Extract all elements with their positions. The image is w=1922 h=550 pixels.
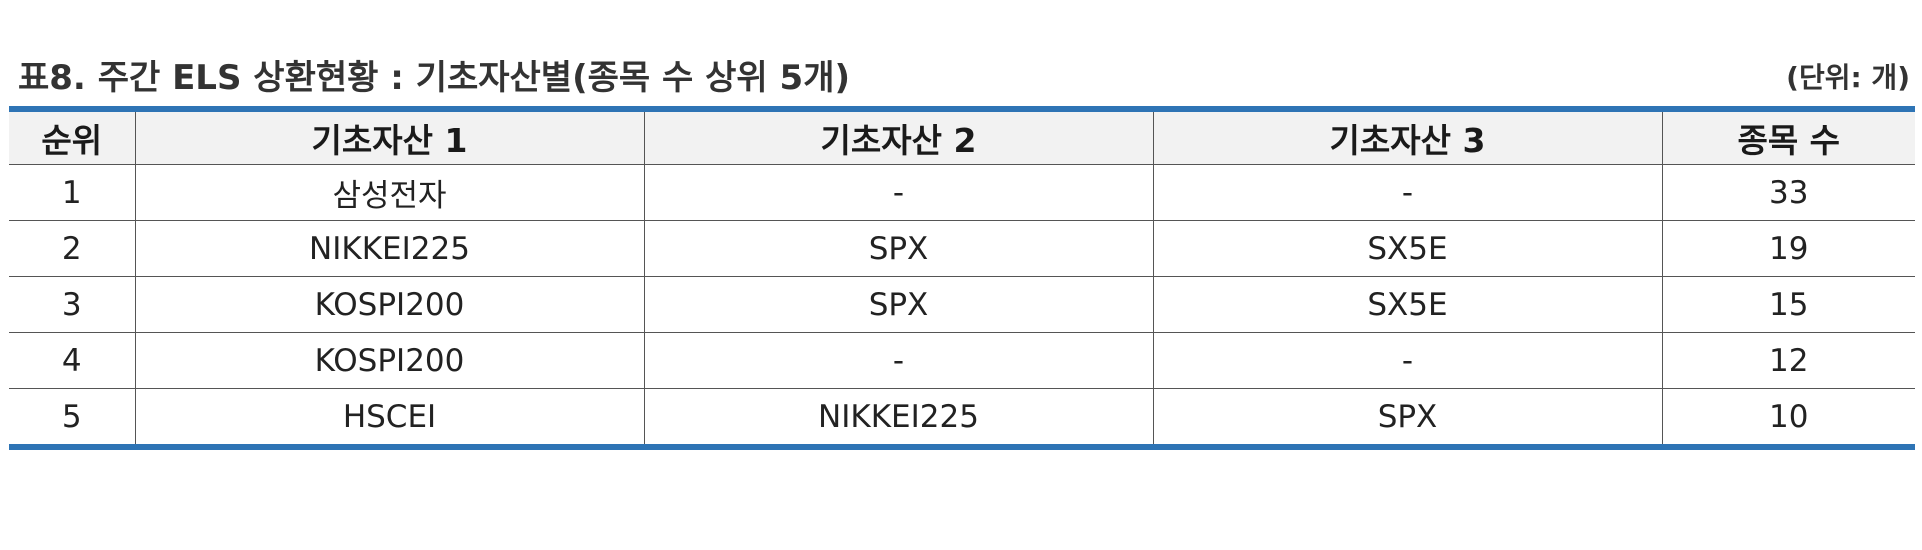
column-header-rank: 순위 xyxy=(9,109,135,165)
cell-asset-3: - xyxy=(1152,164,1662,221)
table-row: 1 삼성전자 - - 33 xyxy=(9,164,1915,221)
cell-asset-1: 삼성전자 xyxy=(134,164,644,221)
cell-asset-1: KOSPI200 xyxy=(134,276,644,333)
table-row: 3 KOSPI200 SPX SX5E 15 xyxy=(9,276,1915,333)
cell-rank: 2 xyxy=(9,220,135,277)
cell-asset-2: - xyxy=(643,332,1153,389)
cell-count: 12 xyxy=(1661,332,1915,389)
table-row: 2 NIKKEI225 SPX SX5E 19 xyxy=(9,220,1915,277)
cell-rank: 5 xyxy=(61,398,82,435)
table-container: 순위 기초자산 1 기초자산 2 기초자산 3 종목 수 1 삼성전자 - - … xyxy=(9,106,1915,450)
cell-asset-2: - xyxy=(643,164,1153,221)
cell-asset-3: SX5E xyxy=(1152,276,1662,333)
cell-asset-1: HSCEI xyxy=(134,388,644,447)
title-row: 표8. 주간 ELS 상환현황 : 기초자산별(종목 수 상위 5개) (단위:… xyxy=(18,52,1910,104)
cell-rank: 1 xyxy=(9,164,135,221)
column-header-asset-3: 기초자산 3 xyxy=(1152,109,1662,165)
els-redemption-table: 순위 기초자산 1 기초자산 2 기초자산 3 종목 수 1 삼성전자 - - … xyxy=(9,106,1915,450)
cell-asset-3: - xyxy=(1152,332,1662,389)
cell-count: 33 xyxy=(1661,164,1915,221)
cell-asset-1: NIKKEI225 xyxy=(134,220,644,277)
cell-asset-1: KOSPI200 xyxy=(134,332,644,389)
cell-rank: 4 xyxy=(9,332,135,389)
cell-asset-2: SPX xyxy=(643,220,1153,277)
table-row: 5 HSCEI NIKKEI225 SPX 10 xyxy=(9,388,1915,447)
header-row: 순위 기초자산 1 기초자산 2 기초자산 3 종목 수 xyxy=(9,109,1915,165)
cell-count: 15 xyxy=(1661,276,1915,333)
cell-asset-3: SPX xyxy=(1152,388,1662,447)
table-row: 4 KOSPI200 - - 12 xyxy=(9,332,1915,389)
unit-label: (단위: 개) xyxy=(1786,61,1910,94)
cell-asset-2: NIKKEI225 xyxy=(643,388,1153,447)
column-header-count: 종목 수 xyxy=(1661,109,1915,165)
cell-asset-3: SX5E xyxy=(1152,220,1662,277)
column-header-asset-1: 기초자산 1 xyxy=(134,109,644,165)
column-header-asset-2: 기초자산 2 xyxy=(643,109,1153,165)
cell-asset-2: SPX xyxy=(643,276,1153,333)
cell-count: 10 xyxy=(1661,388,1915,447)
table-title: 표8. 주간 ELS 상환현황 : 기초자산별(종목 수 상위 5개) xyxy=(18,58,851,98)
cell-count: 19 xyxy=(1661,220,1915,277)
cell-rank: 3 xyxy=(9,276,135,333)
